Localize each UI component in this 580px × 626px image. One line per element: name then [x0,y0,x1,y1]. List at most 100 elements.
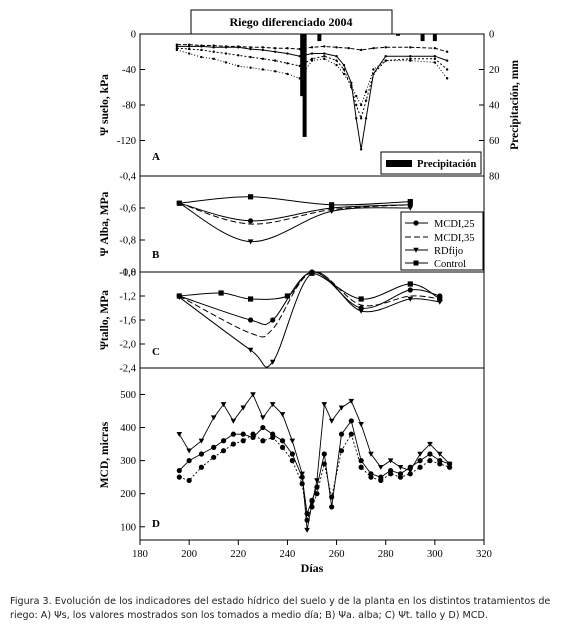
a-precip-bar-5 [432,34,437,42]
legend-b-item-mcdi35: MCDI,35 [405,233,475,244]
a-series-2-point-22 [433,61,437,64]
x-tick-label-4: 260 [329,549,345,560]
d-series-2-point-0 [176,474,182,480]
c-series-2-point-5 [407,296,414,302]
legend-b-label-control: Control [434,259,466,270]
a-series-0-point-7 [261,48,265,52]
d-series-2-point-12 [299,481,305,487]
b-ytick-label-3: -1,0 [119,268,136,279]
a-series-2-point-16 [355,94,358,98]
a-series-0-point-0 [175,45,179,48]
a-series-0-point-8 [273,50,277,53]
a-series-2-point-18 [364,90,368,93]
panel-d-frame [139,367,485,541]
legend-precip-swatch [386,160,412,167]
c-series-3-point-5 [358,296,364,302]
a-series-1-point-12 [323,54,326,58]
legend-b-item-control: Control [405,259,466,270]
d-series-2-point-19 [348,431,354,437]
d-series-2-point-7 [250,431,256,437]
c-series-0-point-5 [407,287,413,293]
d-series-0-point-3 [211,444,217,450]
x-tick-label-5: 280 [378,549,394,560]
c-ytick-label-2: -1,6 [119,316,136,327]
d-series-1-point-10 [279,412,286,418]
legend-precip-label: Precipitación [417,159,476,170]
a-series-3-point-5 [237,45,240,48]
panel-d-plot: 100 200 300 400 500 180 200 220 240 260 280 300 320 [120,390,492,560]
d-ytick-label-2: 300 [120,456,136,467]
d-series-1-point-4 [220,402,227,408]
c-series-2-point-4 [358,308,364,314]
title-box [190,9,393,35]
d-series-1-point-1 [186,448,192,454]
a-series-1-point-2 [200,48,203,52]
d-series-0-point-18 [338,431,345,437]
panel-b-plot: -0,4-0,6-0,8-1,0 [119,172,414,279]
b-series-2-point-2 [328,209,335,214]
x-tick-label-1: 200 [181,549,197,560]
d-ytick-label-3: 400 [120,423,136,434]
d-ytick-label-4: 500 [120,390,136,401]
d-series-0-point-19 [348,418,354,424]
c-series-0-point-1 [247,317,254,323]
a-series-2-point-6 [249,66,252,69]
d-ytick-label-1: 200 [120,489,136,500]
a-precip-bar-1 [302,34,307,137]
a-series-1-point-0 [175,47,179,50]
a-series-3-point-11 [310,46,314,49]
a-ytick-right-label-4: 80 [489,172,500,183]
legend-b-item-mcdi25: MCDI,25 [405,219,475,230]
d-series-1-point-17 [328,418,335,424]
a-series-3-point-16 [372,47,375,50]
panel-d-label: D [152,518,160,530]
x-tick-label-3: 240 [280,549,296,560]
d-series-1-point-13 [304,527,310,533]
d-series-2-point-16 [321,461,327,467]
d-series-2-point-11 [289,458,295,464]
a-series-3-point-13 [335,46,338,49]
d-series-2-point-8 [260,438,266,444]
a-ytick-label-1: -40 [122,65,136,76]
d-series-1-point-2 [198,438,205,444]
d-series-2-point-1 [186,477,192,484]
a-series-0-point-22 [433,54,437,58]
a-series-1-point-6 [249,55,252,59]
d-series-1-point-5 [230,418,237,424]
panel-c-label: C [152,346,160,358]
a-series-0-line [176,45,448,150]
a-precip-bar-4 [420,34,425,42]
y-axis-label-d: MCD, micras [99,421,111,488]
a-series-2-point-23 [445,77,449,80]
a-series-2-point-20 [384,59,387,62]
d-series-2-point-28 [437,461,443,467]
a-series-2-point-17 [359,103,363,107]
a-ytick-label-0: 0 [131,30,136,41]
d-series-0-point-17 [329,504,335,510]
d-series-1-point-19 [348,398,355,404]
panel-c-frame [139,271,485,369]
a-series-1-point-1 [187,47,191,51]
y-axis-label-a: Ψ suelo, kPa [99,74,111,136]
d-series-1-point-11 [289,438,296,444]
a-series-2-point-0 [175,48,179,52]
d-series-2-point-25 [407,471,413,477]
c-ytick-label-1: -1,2 [119,292,136,303]
a-series-2-point-7 [261,68,265,71]
d-series-2-point-10 [279,444,286,450]
d-series-0-point-10 [279,438,286,444]
a-series-3-point-20 [445,50,449,53]
d-series-2-point-15 [314,491,320,497]
d-series-2-point-27 [427,458,433,464]
a-series-1-point-16 [355,103,358,107]
d-series-1-point-26 [417,451,423,457]
a-series-1-point-3 [212,50,215,53]
y-axis-label-b: Ψ Alba, MPa [99,191,111,256]
b-series-2-line [179,202,411,243]
a-ytick-right-label-1: 20 [489,65,500,76]
b-series-2-point-1 [247,239,254,245]
a-series-1-point-9 [286,62,289,65]
a-series-2-point-8 [273,70,277,73]
a-precip-bar-2 [317,34,322,42]
d-series-2-point-17 [329,494,335,500]
